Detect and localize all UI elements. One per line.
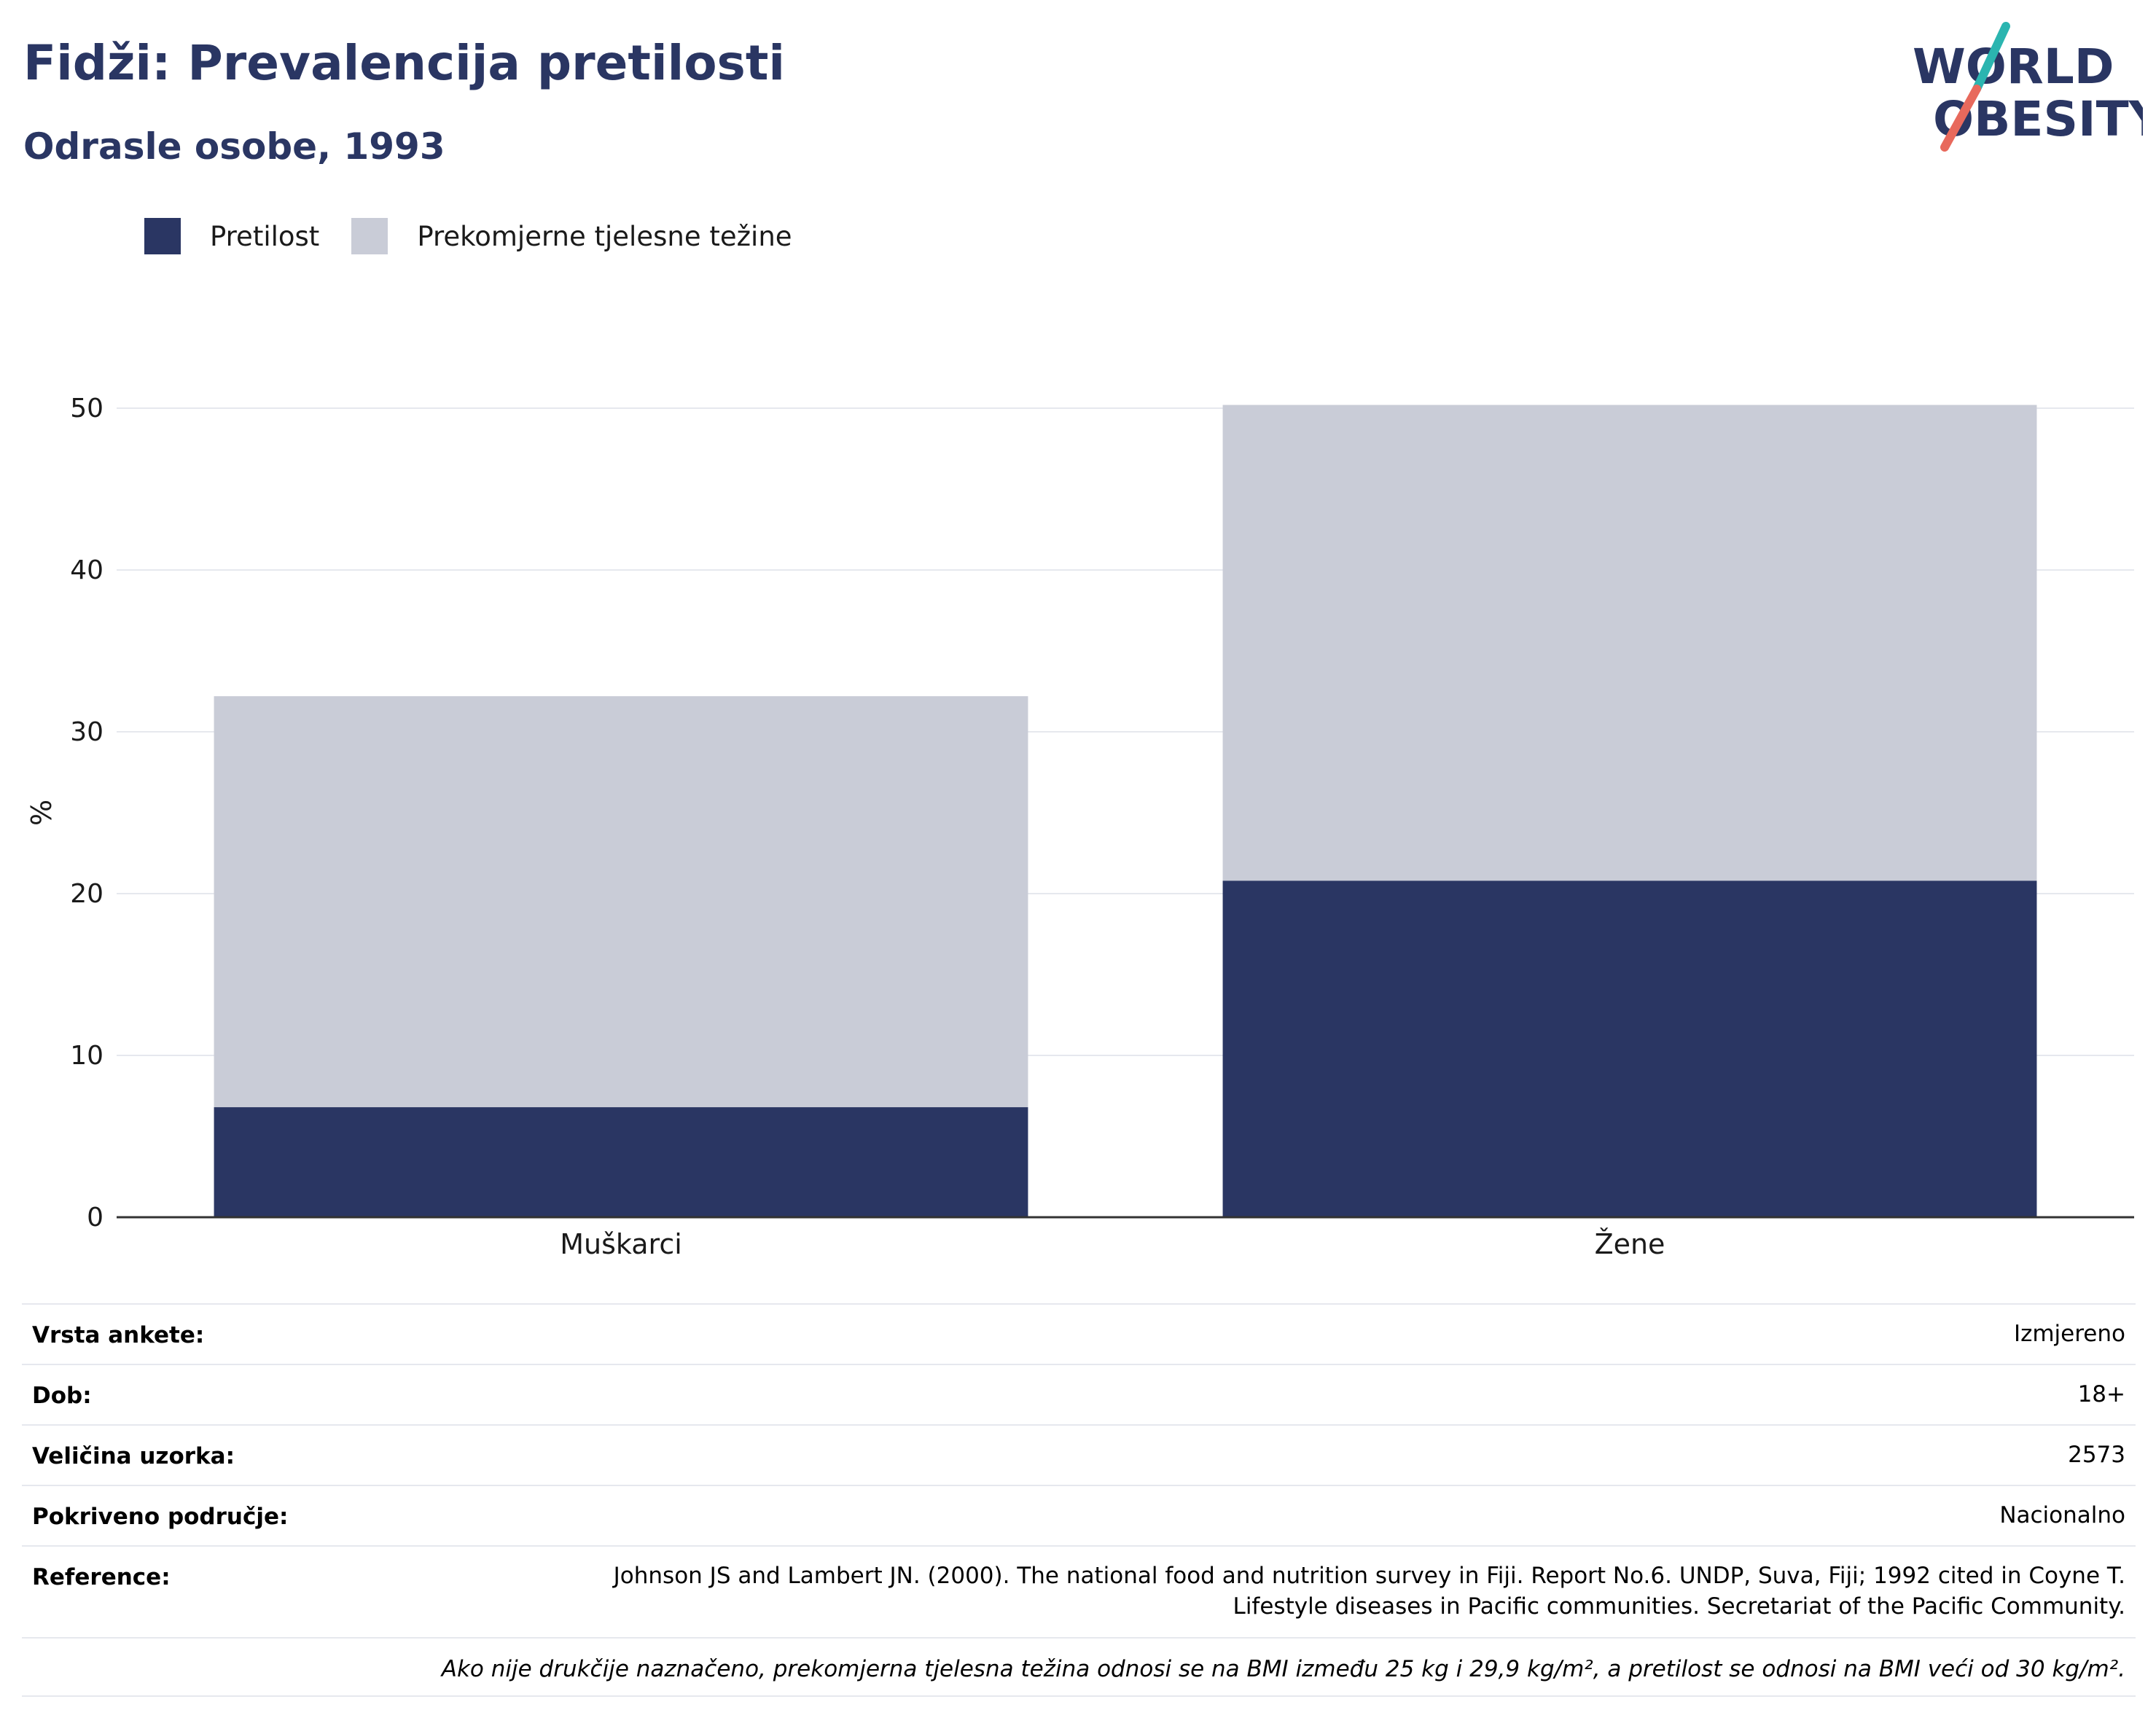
definition-note: Ako nije drukčije naznačeno, prekomjerna… — [441, 1656, 2125, 1682]
page-title: Fidži: Prevalencija pretilosti — [23, 35, 786, 91]
survey-info-table: Vrsta ankete: Izmjereno Dob: 18+ Veličin… — [22, 1303, 2136, 1697]
x-tick-label: Žene — [1595, 1228, 1665, 1260]
info-row-reference: Reference: Johnson JS and Lambert JN. (2… — [22, 1545, 2136, 1637]
reference-line2: Lifestyle diseases in Pacific communitie… — [1233, 1593, 2125, 1620]
logo-line1: WORLD — [1913, 39, 2114, 95]
info-value: Nacionalno — [1999, 1502, 2125, 1528]
legend-label-overweight: Prekomjerne tjelesne težine — [417, 220, 792, 252]
stacked-bar-chart: 0 10 20 30 40 50% Muškarci Žene — [26, 394, 2134, 1260]
world-obesity-logo: WORLD OBESITY — [1913, 22, 2143, 152]
y-axis-label: % — [26, 800, 58, 826]
chart-legend: Pretilost Prekomjerne tjelesne težine — [144, 217, 824, 255]
info-label: Dob: — [32, 1383, 92, 1409]
logo-slash-bottom — [1940, 85, 1981, 152]
y-tick-label: 10 — [70, 1041, 103, 1071]
info-row-sample-size: Veličina uzorka: 2573 — [22, 1424, 2136, 1485]
info-row-survey-type: Vrsta ankete: Izmjereno — [22, 1303, 2136, 1364]
info-value: 18+ — [2077, 1381, 2125, 1407]
y-tick-label: 30 — [70, 717, 103, 747]
reference-line1: Johnson JS and Lambert JN. (2000). The n… — [613, 1563, 2125, 1589]
logo-slash-top — [1972, 22, 2010, 93]
y-tick-label: 50 — [70, 394, 103, 423]
legend-swatch-overweight — [351, 218, 388, 254]
bar-obesity-women — [1222, 880, 2037, 1217]
bar-overweight-women — [1222, 405, 2037, 881]
info-label: Reference: — [32, 1564, 171, 1590]
info-value: Izmjereno — [2013, 1321, 2125, 1347]
info-label: Pokriveno područje: — [32, 1504, 289, 1530]
y-tick-label: 0 — [87, 1203, 103, 1233]
info-value: 2573 — [2068, 1442, 2125, 1468]
x-tick-label: Muškarci — [560, 1228, 682, 1260]
legend-swatch-obesity — [144, 218, 181, 254]
page-subtitle: Odrasle osobe, 1993 — [23, 125, 445, 168]
y-tick-label: 20 — [70, 879, 103, 909]
info-value-reference: Johnson JS and Lambert JN. (2000). The n… — [614, 1561, 2125, 1622]
bar-overweight-men — [214, 696, 1028, 1108]
bar-obesity-men — [214, 1107, 1028, 1217]
info-row-age: Dob: 18+ — [22, 1364, 2136, 1424]
info-label: Vrsta ankete: — [32, 1322, 205, 1348]
info-label: Veličina uzorka: — [32, 1443, 235, 1469]
y-tick-label: 40 — [70, 555, 103, 585]
info-row-note: Ako nije drukčije naznačeno, prekomjerna… — [22, 1637, 2136, 1697]
legend-label-obesity: Pretilost — [210, 220, 320, 252]
legend-item-overweight[interactable]: Prekomjerne tjelesne težine — [351, 218, 792, 254]
legend-item-obesity[interactable]: Pretilost — [144, 218, 319, 254]
info-row-coverage: Pokriveno područje: Nacionalno — [22, 1485, 2136, 1545]
